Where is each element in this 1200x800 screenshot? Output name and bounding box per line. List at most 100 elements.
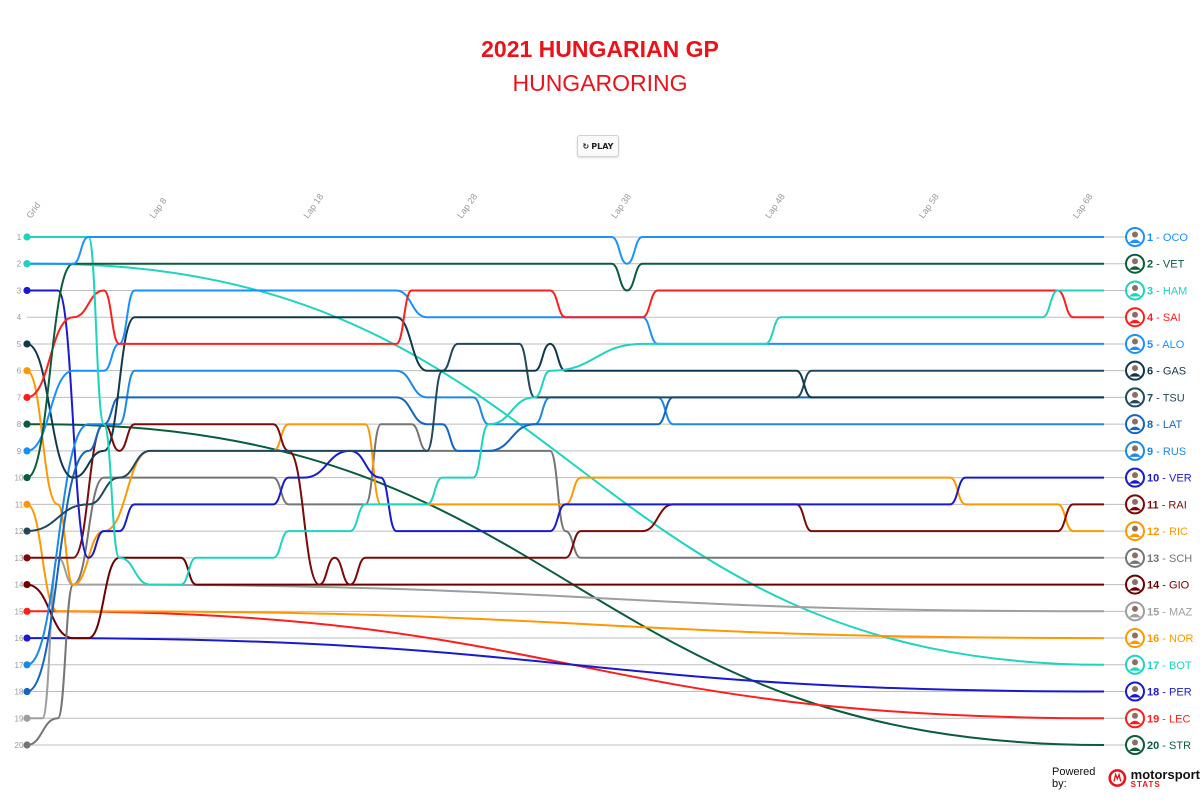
driver-avatar-head (1132, 498, 1138, 505)
finish-label-gio[interactable]: 14 - GIO (1125, 574, 1190, 595)
driver-line-ver (27, 289, 1104, 559)
finish-label-per[interactable]: 18 - PER (1125, 681, 1192, 702)
grid-position-dot (23, 340, 31, 348)
finish-label-tsu[interactable]: 7 - TSU (1125, 387, 1185, 408)
driver-code: - NOR (1159, 633, 1193, 645)
driver-avatar-head (1132, 365, 1138, 372)
replay-icon: ↻ (582, 141, 590, 151)
grid-position-dot (23, 393, 31, 402)
y-tick-label: 13 (15, 554, 24, 563)
finish-label-oco[interactable]: 1 - OCO (1125, 227, 1188, 247)
grid-position-dot (23, 714, 31, 722)
finish-position: 20 (1147, 740, 1159, 752)
y-tick-label: 6 (17, 367, 22, 376)
driver-line-ric (26, 369, 1104, 586)
grid-position-dot (23, 661, 31, 669)
finish-position: 6 (1147, 366, 1153, 378)
finish-text: 15 - MAZ (1147, 606, 1193, 618)
finish-label-ver[interactable]: 10 - VER (1125, 467, 1192, 488)
finish-label-str[interactable]: 20 - STR (1125, 735, 1191, 755)
driver-avatar-body (1129, 667, 1141, 671)
finish-position: 12 (1147, 526, 1159, 538)
finish-label-rus[interactable]: 9 - RUS (1125, 440, 1186, 461)
driver-code: - RAI (1159, 499, 1187, 511)
x-tick-label: Lap 8 (148, 196, 169, 220)
driver-avatar-body (1129, 506, 1141, 511)
driver-avatar-head (1132, 632, 1138, 639)
y-tick-label: 4 (17, 313, 22, 322)
grid-position-dot (23, 286, 31, 295)
driver-code: - STR (1159, 740, 1191, 752)
driver-avatar-head (1132, 712, 1138, 719)
finish-text: 6 - GAS (1147, 366, 1186, 378)
finish-text: 7 - TSU (1147, 392, 1185, 404)
driver-avatar-head (1132, 231, 1138, 238)
finish-position: 14 (1147, 580, 1160, 592)
driver-avatar-head (1132, 525, 1138, 532)
grid-position-dot (23, 607, 31, 615)
driver-code: - PER (1159, 687, 1191, 699)
finish-position: 11 (1147, 499, 1159, 511)
finish-text: 20 - STR (1147, 740, 1191, 752)
play-button[interactable]: ↻ PLAY (577, 135, 619, 157)
driver-avatar-body (1129, 533, 1141, 538)
y-tick-label: 2 (17, 260, 22, 269)
y-tick-label: 7 (17, 393, 22, 402)
x-tick-label: Lap 28 (455, 192, 479, 220)
x-tick-label: Lap 18 (301, 192, 325, 220)
x-tick-label: Lap 38 (609, 192, 633, 220)
finish-label-ham[interactable]: 3 - HAM (1125, 280, 1187, 301)
y-tick-label: 11 (15, 500, 24, 509)
driver-avatar-body (1129, 319, 1141, 324)
driver-avatar-body (1129, 346, 1141, 350)
powered-by-label: Powered by: (1052, 766, 1096, 790)
finish-text: 17 - BOT (1147, 660, 1192, 672)
finish-label-bot[interactable]: 17 - BOT (1125, 654, 1192, 675)
driver-code: - OCO (1153, 232, 1188, 244)
driver-code: - TSU (1153, 392, 1185, 404)
driver-avatar-head (1132, 739, 1138, 746)
y-tick-label: 3 (17, 286, 22, 295)
driver-code: - LAT (1153, 419, 1182, 431)
page-title: 2021 HUNGARIAN GP (481, 36, 719, 62)
driver-code: - VER (1159, 473, 1191, 485)
finish-label-maz[interactable]: 15 - MAZ (1125, 601, 1193, 622)
driver-avatar-body (1129, 747, 1141, 751)
driver-avatar-body (1129, 640, 1141, 645)
finish-label-gas[interactable]: 6 - GAS (1125, 360, 1186, 381)
finish-label-sch[interactable]: 13 - SCH (1125, 547, 1192, 568)
finish-position: 8 (1147, 419, 1153, 431)
driver-avatar-head (1132, 311, 1138, 318)
grid-position-dot (23, 474, 31, 482)
y-tick-label: 1 (17, 233, 22, 242)
finish-label-vet[interactable]: 2 - VET (1125, 253, 1185, 274)
play-label: PLAY (591, 141, 614, 151)
finish-text: 5 - ALO (1147, 339, 1185, 351)
grid-position-dot (23, 687, 31, 696)
brand-name: motorsport (1130, 766, 1200, 782)
finish-label-ric[interactable]: 12 - RIC (1125, 521, 1188, 542)
driver-code: - GAS (1153, 366, 1186, 378)
finish-label-lat[interactable]: 8 - LAT (1125, 414, 1183, 435)
finish-label-nor[interactable]: 16 - NOR (1125, 628, 1194, 649)
finish-text: 19 - LEC (1147, 713, 1190, 725)
finish-text: 1 - OCO (1147, 232, 1188, 244)
finish-text: 18 - PER (1147, 687, 1192, 699)
driver-avatar-head (1132, 552, 1138, 559)
finish-label-sai[interactable]: 4 - SAI (1125, 307, 1181, 328)
y-tick-label: 19 (15, 714, 24, 723)
driver-avatar-head (1132, 258, 1138, 265)
finish-label-rai[interactable]: 11 - RAI (1125, 494, 1187, 515)
grid-position-dot (23, 447, 31, 455)
driver-avatar-body (1129, 292, 1141, 297)
grid-position-dot (23, 580, 31, 589)
finish-position: 2 (1147, 259, 1153, 271)
y-tick-label: 18 (15, 688, 24, 697)
driver-avatar-body (1129, 373, 1141, 377)
finish-label-lec[interactable]: 19 - LEC (1125, 708, 1190, 729)
finish-text: 13 - SCH (1147, 553, 1192, 565)
driver-code: - GIO (1159, 580, 1189, 592)
finish-label-alo[interactable]: 5 - ALO (1125, 333, 1185, 354)
finish-position: 19 (1147, 713, 1159, 725)
